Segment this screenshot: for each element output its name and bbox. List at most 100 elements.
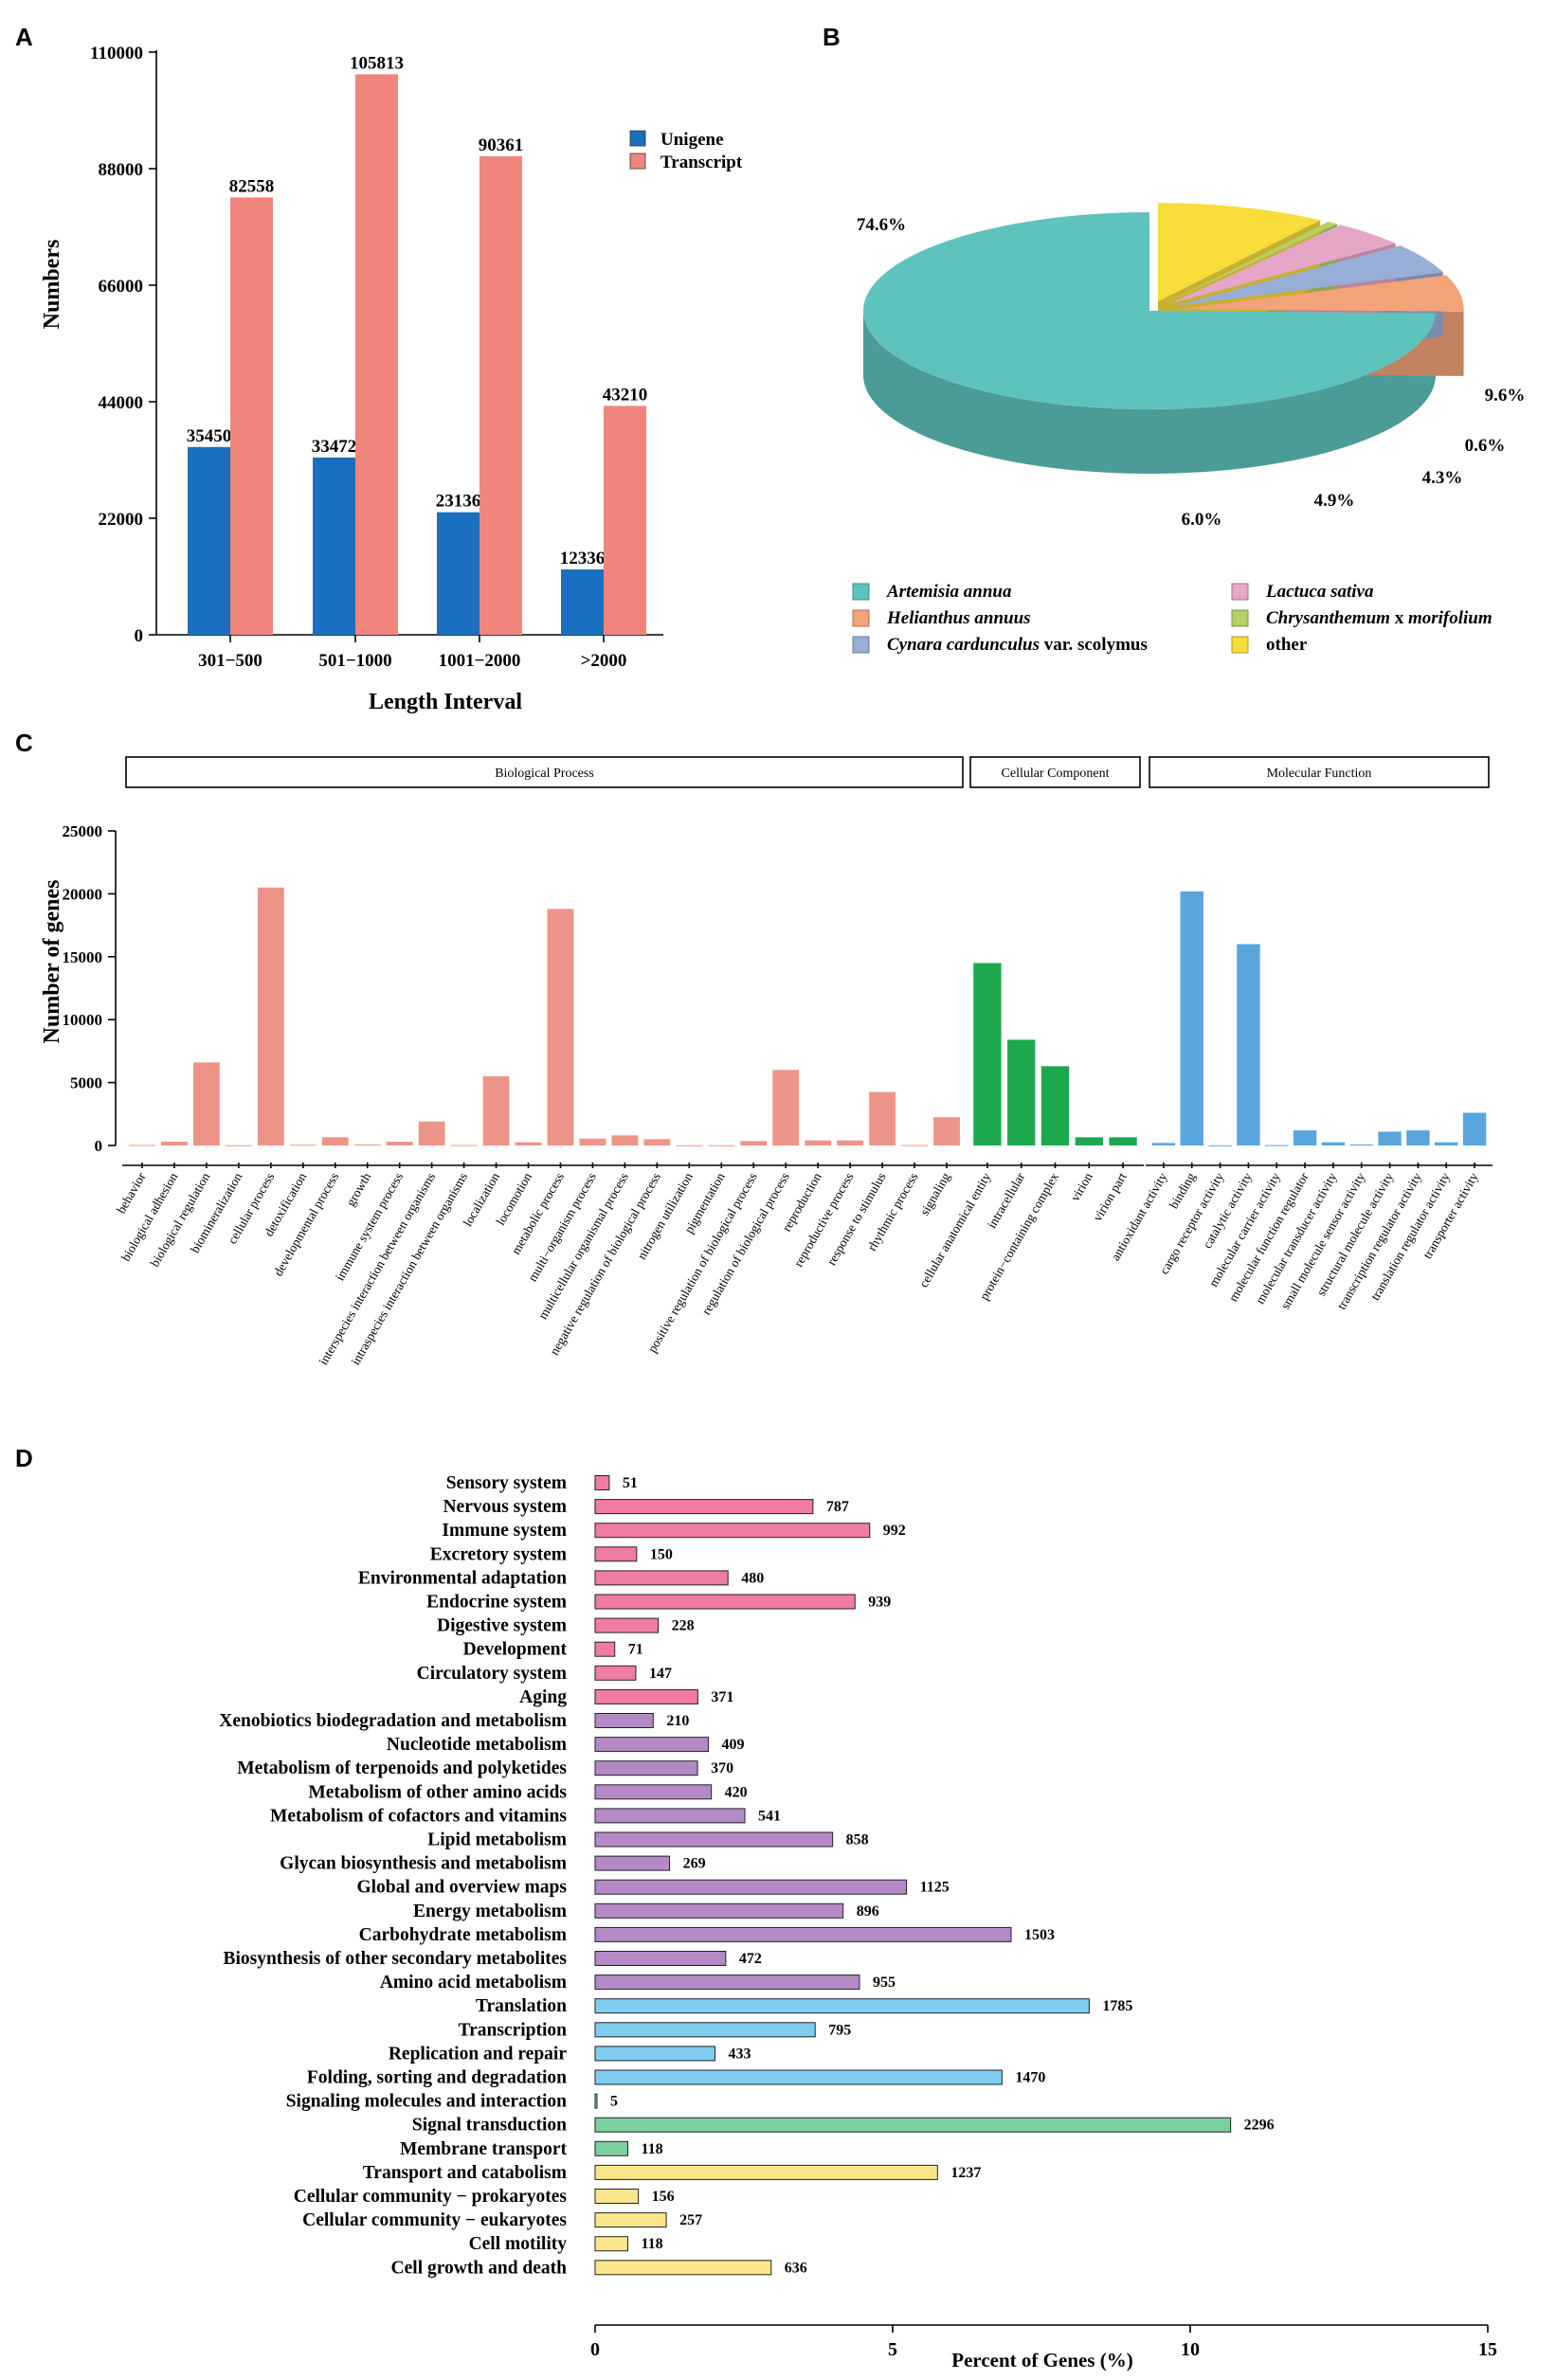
pie-pct-label-b: 4.9%	[1314, 491, 1355, 511]
bar-d	[594, 1951, 727, 1966]
x-tick-label-c: cellular anatomical entity	[916, 1170, 994, 1290]
value-label-d: 480	[741, 1570, 764, 1586]
category-label-d: Carbohydrate metabolism	[359, 1925, 567, 1945]
bar-d	[594, 2189, 640, 2204]
category-label-d: Metabolism of cofactors and vitamins	[270, 1806, 567, 1826]
category-label-d: Amino acid metabolism	[380, 1973, 567, 1992]
category-label-d: Energy metabolism	[413, 1902, 567, 1921]
pie-slice-b	[1169, 225, 1396, 304]
category-label-d: Membrane transport	[400, 2139, 568, 2159]
category-label-d: Metabolism of terpenoids and polyketides	[237, 1758, 567, 1778]
bar-d	[594, 1523, 871, 1539]
bar-c	[1151, 1143, 1176, 1145]
category-label-d: Metabolism of other amino acids	[308, 1782, 567, 1802]
x-tick-label-d: 10	[1181, 2339, 1200, 2360]
category-label-d: Signaling molecules and interaction	[286, 2092, 567, 2112]
panel-label-d: D	[15, 1444, 33, 1472]
category-label-d: Circulatory system	[417, 1664, 567, 1684]
bar-d	[594, 1760, 698, 1776]
facet-header-c	[969, 756, 1141, 788]
y-tick-label-c: 20000	[63, 885, 103, 903]
x-tick-label-a: 301−500	[198, 651, 262, 671]
category-label-d: Cellular community − eukaryotes	[302, 2210, 567, 2230]
bar-a	[188, 446, 230, 635]
value-label-d: 1125	[920, 1880, 950, 1896]
category-label-d: Digestive system	[437, 1616, 567, 1636]
legend-italic-b: Artemisia annua	[886, 582, 1012, 602]
bar-d	[594, 2140, 628, 2156]
y-tick-label-a: 88000	[99, 160, 144, 180]
value-label-d: 896	[857, 1903, 879, 1920]
bar-d	[594, 2212, 667, 2228]
bar-c	[837, 1140, 864, 1145]
bar-a	[561, 569, 604, 635]
value-label-d: 795	[828, 2022, 851, 2038]
y-tick-label-c: 0	[95, 1137, 103, 1155]
x-tick-label-d: 15	[1478, 2339, 1497, 2360]
value-label-d: 371	[711, 1689, 733, 1705]
legend-swatch-b	[1231, 609, 1249, 627]
category-label-d: Cellular community − prokaryotes	[294, 2187, 568, 2207]
bar-d	[594, 1879, 908, 1895]
bar-d	[594, 1998, 1090, 2014]
category-label-d: Biosynthesis of other secondary metaboli…	[223, 1949, 567, 1969]
legend-label-b: Artemisia annua	[886, 582, 1012, 602]
bar-c	[386, 1142, 413, 1145]
bar-c	[321, 1137, 349, 1145]
bar-c	[933, 1117, 960, 1145]
bar-c	[225, 1145, 252, 1146]
category-label-d: Environmental adaptation	[358, 1568, 567, 1588]
value-label-d: 992	[883, 1523, 906, 1539]
x-tick-label-a: 1001−2000	[439, 651, 521, 671]
legend-suffix-b: var. scolymus	[1040, 635, 1148, 655]
value-label-d: 118	[641, 2236, 662, 2252]
value-label-d: 409	[721, 1737, 744, 1753]
value-label-d: 156	[652, 2189, 675, 2205]
value-label-d: 5	[610, 2094, 618, 2110]
legend-label-a: Transcript	[660, 153, 743, 172]
panel-d-chart: 51 Sensory system 787 Nervous system 992 Immu…	[219, 1473, 1497, 2371]
bar-d	[594, 1737, 709, 1753]
bar-d	[594, 2093, 598, 2109]
legend-swatch-b	[852, 636, 870, 654]
value-label-d: 71	[628, 1642, 643, 1658]
pie-pct-label-b: 74.6%	[857, 215, 906, 235]
category-label-d: Global and overview maps	[356, 1878, 567, 1898]
category-label-d: Development	[463, 1640, 568, 1660]
value-label-a: 43210	[603, 385, 648, 405]
bar-d	[594, 1902, 844, 1919]
bar-c	[1293, 1130, 1317, 1145]
pie-wall-b	[863, 311, 1436, 475]
y-axis-title-a: Numbers	[40, 240, 64, 330]
y-tick-label-c: 5000	[70, 1074, 102, 1092]
x-tick-label-c: reproductive process	[791, 1170, 857, 1270]
value-label-d: 1237	[950, 2165, 981, 2181]
legend-swatch-a	[629, 130, 646, 147]
bar-d	[594, 1926, 1012, 1942]
legend-suffix-b: other	[1266, 635, 1308, 655]
bar-c	[1075, 1137, 1103, 1145]
panel-label-a: A	[15, 23, 33, 51]
bar-c	[805, 1140, 832, 1145]
legend-label-a: Unigene	[660, 130, 724, 150]
bar-d	[594, 1831, 834, 1848]
facet-label-c: Cellular Component	[1002, 766, 1110, 781]
category-label-d: Sensory system	[446, 1473, 567, 1493]
value-label-d: 2296	[1244, 2118, 1275, 2134]
y-tick-label-c: 25000	[63, 822, 103, 840]
category-label-d: Xenobiotics biodegradation and metabolis…	[219, 1711, 567, 1731]
bar-c	[1321, 1142, 1346, 1145]
bar-d	[594, 1665, 637, 1681]
value-label-d: 370	[711, 1760, 733, 1776]
category-label-d: Transport and catabolism	[363, 2163, 567, 2183]
x-tick-label-c: behavior	[114, 1170, 149, 1217]
bar-c	[1109, 1137, 1137, 1145]
value-label-d: 257	[679, 2212, 702, 2228]
bar-c	[869, 1091, 896, 1145]
bar-d	[594, 1713, 654, 1728]
bar-d	[594, 1594, 856, 1610]
category-label-d: Cell growth and death	[391, 2258, 568, 2278]
x-tick-label-c: virion	[1068, 1170, 1095, 1204]
bar-d	[594, 2046, 715, 2062]
